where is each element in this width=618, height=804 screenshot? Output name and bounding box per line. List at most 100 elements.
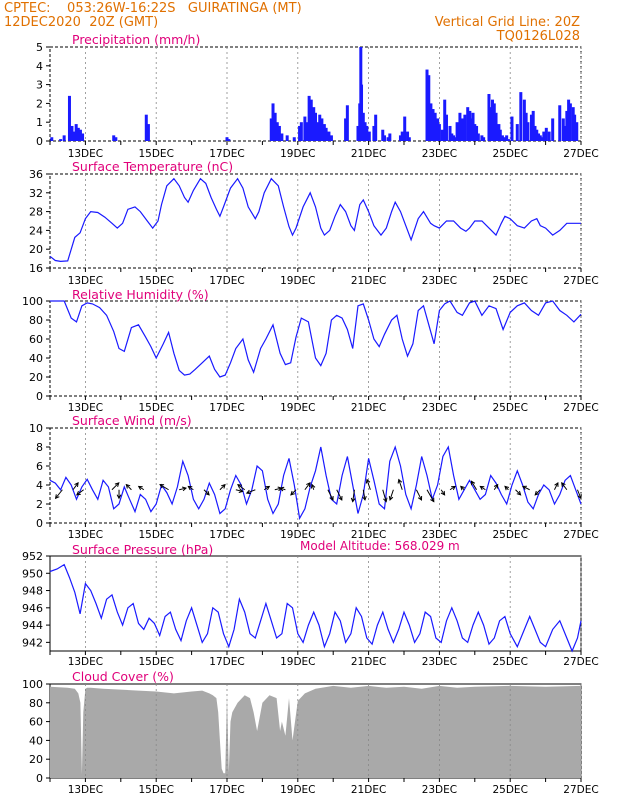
precip-bar	[540, 137, 544, 141]
wind-arrow	[522, 485, 530, 491]
precip-bar	[503, 137, 507, 141]
precip-bar	[329, 135, 333, 141]
wind-arrow-head	[504, 485, 510, 491]
wind-arrow-head	[521, 485, 527, 490]
x-tick-label: 23DEC	[422, 784, 457, 796]
panel-0: Precipitation (mm/h) 0 1 2 3 4 5 13DEC 15DEC 17DE…	[36, 32, 599, 160]
wind-arrow-head	[221, 483, 226, 489]
precip-bar	[519, 92, 523, 141]
precip-bar	[476, 133, 480, 141]
x-tick-label: 13DEC	[68, 529, 103, 541]
x-tick-label: 27DEC	[563, 402, 598, 414]
x-tick-label: 23DEC	[422, 275, 457, 287]
precip-bar	[81, 133, 85, 141]
x-tick-label: 23DEC	[422, 402, 457, 414]
wind-arrow	[290, 489, 297, 496]
wind-arrow	[561, 482, 568, 491]
x-tick-label: 27DEC	[563, 656, 598, 668]
precip-bar	[303, 116, 307, 141]
wind-arrow-head	[383, 497, 388, 503]
precip-bar	[425, 69, 429, 141]
precip-bar	[489, 107, 493, 141]
wind-arrow-head	[238, 488, 244, 493]
precip-bar	[537, 133, 541, 141]
y-tick-label: 2	[36, 498, 43, 511]
wind-arrow-head	[365, 478, 371, 484]
precip-bar	[522, 99, 526, 141]
panel-5: Cloud Cover (%) 0 20 40 60 80 100 13DEC 15DEC 17D…	[22, 669, 599, 796]
wind-arrow	[440, 489, 445, 496]
precip-bar	[365, 125, 369, 141]
wind-arrow-head	[397, 478, 403, 484]
precip-bar	[344, 118, 348, 141]
wind-arrow	[471, 480, 477, 491]
series-line	[50, 300, 582, 378]
x-tick-label: 27DEC	[563, 275, 598, 287]
precip-bar	[367, 131, 371, 141]
panel-3: Surface Wind (m/s) 0 2 4 6 8 10 13DEC 15DEC 17DEC…	[29, 413, 599, 541]
x-tick-label: 15DEC	[138, 529, 173, 541]
panel-1: Surface Temperature (nC) 16 20 24 28 32 36 13DE…	[29, 159, 599, 287]
precip-bar	[444, 114, 448, 141]
panel-frame	[49, 300, 582, 397]
wind-arrow	[125, 484, 132, 491]
wind-arrow	[352, 489, 355, 502]
precip-bar	[225, 137, 229, 141]
header-code: TQ0126L028	[496, 29, 580, 44]
y-tick-label: 8	[36, 441, 43, 454]
precip-bar	[280, 133, 284, 141]
wind-arrow	[72, 482, 79, 491]
precip-bar	[529, 114, 533, 141]
panel-2: Relative Humidity (%) 0 20 40 60 80 100 13DEC 15…	[22, 287, 599, 414]
precip-bar	[275, 122, 279, 141]
wind-arrow-head	[290, 490, 295, 496]
x-tick-label: 13DEC	[68, 402, 103, 414]
panel-title: Surface Pressure (hPa)	[72, 542, 213, 557]
precip-bar	[568, 103, 572, 141]
precip-bar	[146, 124, 150, 141]
y-tick-label: 80	[29, 314, 43, 327]
precip-bar	[398, 135, 402, 141]
y-tick-label: 5	[36, 41, 43, 54]
precip-bar	[114, 137, 118, 141]
precip-bar	[500, 135, 504, 141]
precip-bar	[62, 135, 66, 141]
precip-bar	[271, 103, 275, 141]
wind-arrow-head	[159, 484, 165, 489]
x-tick-label: 17DEC	[209, 402, 244, 414]
y-tick-label: 40	[29, 352, 43, 365]
wind-arrow-head	[237, 483, 242, 489]
precip-bar	[67, 95, 71, 141]
wind-arrow	[336, 489, 343, 501]
x-tick-label: 19DEC	[280, 529, 315, 541]
precip-bar	[473, 124, 477, 141]
precip-bar	[480, 135, 484, 141]
precip-bar	[315, 122, 319, 141]
precip-bar	[318, 114, 322, 141]
precip-bar	[59, 139, 63, 141]
wind-arrow-head	[388, 495, 394, 501]
y-tick-label: 948	[22, 585, 43, 598]
x-tick-label: 15DEC	[138, 402, 173, 414]
precip-bar	[374, 114, 378, 141]
x-tick-label: 19DEC	[280, 656, 315, 668]
header-location: CPTEC: 053:26W-16:22S GUIRATINGA (MT)	[4, 1, 302, 16]
precip-bar	[515, 124, 519, 141]
panel-4: Surface Pressure (hPa) 942 944 946 948 950 952…	[22, 542, 599, 668]
wind-arrow-head	[362, 496, 367, 501]
panel-frame	[49, 427, 582, 524]
wind-arrow	[534, 489, 541, 496]
y-tick-label: 100	[22, 295, 43, 308]
precip-bar	[531, 110, 535, 141]
x-tick-label: 17DEC	[209, 529, 244, 541]
y-tick-label: 36	[29, 168, 43, 181]
precip-bar	[458, 112, 462, 141]
wind-arrow-head	[125, 483, 131, 489]
x-tick-label: 21DEC	[351, 148, 386, 160]
x-tick-label: 17DEC	[209, 275, 244, 287]
wind-arrow	[237, 484, 245, 491]
precip-bar	[482, 137, 486, 141]
x-tick-label: 19DEC	[280, 148, 315, 160]
precip-bar	[383, 135, 387, 141]
precip-bar	[437, 124, 441, 141]
